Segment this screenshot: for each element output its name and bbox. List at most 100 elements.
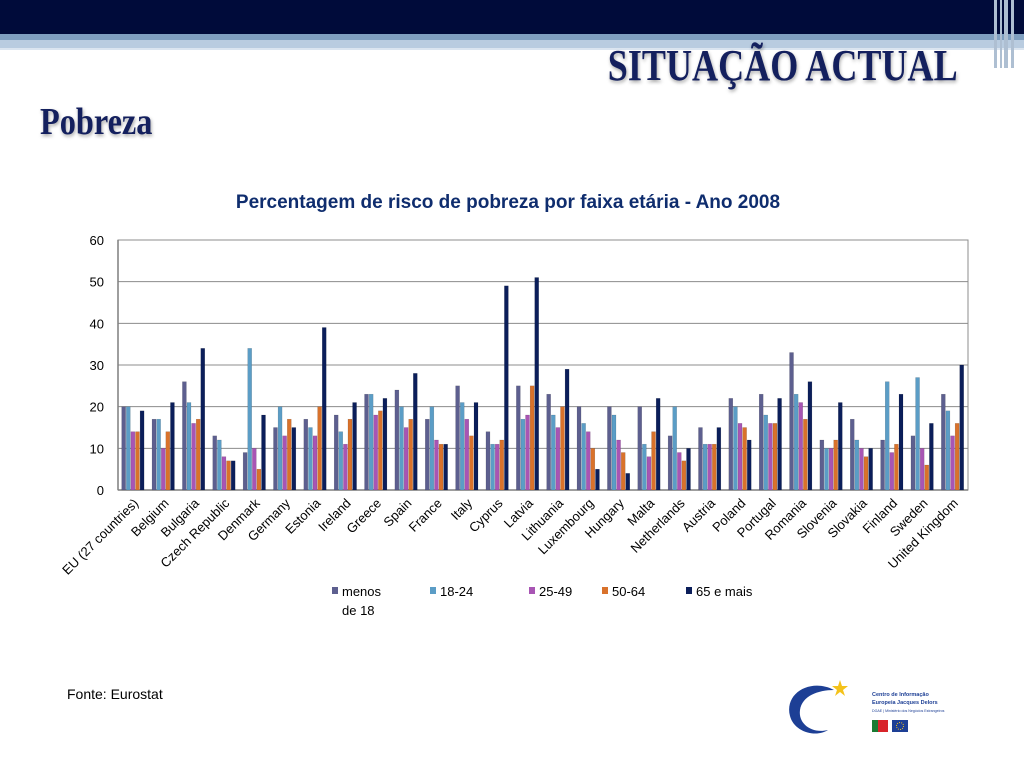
legend-swatch (430, 587, 436, 594)
bar-menos-de-18 (455, 385, 460, 491)
bar-65-e-mais (898, 393, 904, 491)
bar-65-e-mais (230, 460, 236, 491)
bar-50-64 (226, 460, 231, 491)
bar-18-24 (702, 443, 708, 491)
bar-65-e-mais (655, 398, 661, 491)
bar-menos-de-18 (607, 406, 612, 491)
bar-menos-de-18 (333, 414, 339, 491)
bar-18-24 (126, 406, 131, 491)
bar-18-24 (824, 448, 829, 491)
legend-swatch (332, 587, 338, 594)
bar-25-49 (191, 423, 196, 491)
bar-65-e-mais (807, 381, 813, 491)
bar-65-e-mais (261, 414, 266, 491)
bar-menos-de-18 (941, 393, 946, 491)
bar-65-e-mais (747, 439, 752, 491)
bar-65-e-mais (686, 448, 691, 491)
bar-25-49 (161, 448, 166, 491)
bar-25-49 (950, 435, 955, 491)
bar-menos-de-18 (516, 385, 521, 491)
x-tick-label: Cyprus (466, 495, 506, 535)
bar-18-24 (672, 406, 677, 491)
legend-label: de 18 (342, 603, 375, 618)
bar-18-24 (217, 439, 222, 491)
y-tick-label: 0 (97, 483, 104, 498)
bar-18-24 (915, 377, 920, 491)
bar-menos-de-18 (151, 418, 157, 491)
bar-25-49 (646, 456, 652, 491)
bar-50-64 (469, 435, 474, 491)
bar-25-49 (889, 452, 895, 491)
bar-25-49 (282, 435, 287, 491)
bar-menos-de-18 (819, 439, 825, 491)
y-tick-label: 60 (90, 233, 104, 248)
bar-50-64 (651, 431, 656, 491)
bar-50-64 (590, 448, 596, 491)
y-tick-label: 50 (90, 275, 104, 290)
bar-65-e-mais (504, 285, 509, 491)
bar-menos-de-18 (212, 435, 217, 491)
chart-title: Percentagem de risco de pobreza por faix… (236, 192, 780, 213)
bar-25-49 (343, 443, 348, 491)
bar-menos-de-18 (546, 393, 551, 491)
bar-18-24 (885, 381, 890, 491)
bar-menos-de-18 (637, 406, 642, 491)
slide-subheading: Pobreza (40, 101, 153, 143)
bar-18-24 (308, 427, 313, 491)
y-tick-label: 30 (90, 358, 104, 373)
bar-65-e-mais (291, 427, 297, 491)
logo-line-3: DGAE | Ministério dos Negócios Estrangei… (872, 709, 945, 713)
bar-menos-de-18 (698, 427, 703, 491)
bar-50-64 (620, 452, 626, 491)
bar-menos-de-18 (576, 406, 582, 491)
bar-50-64 (378, 410, 383, 491)
legend-swatch (686, 587, 692, 594)
bar-50-64 (529, 385, 535, 491)
bar-50-64 (256, 468, 262, 491)
slide-heading: SITUAÇÃO ACTUAL (608, 41, 958, 90)
x-tick-label: EU (27 countries) (59, 496, 141, 578)
bar-50-64 (863, 456, 869, 491)
bar-18-24 (611, 414, 617, 491)
logo-line-1: Centro de Informação (872, 692, 929, 698)
bar-65-e-mais (777, 398, 782, 491)
bar-18-24 (642, 443, 647, 491)
bar-50-64 (772, 423, 778, 491)
top-banner (0, 0, 1024, 34)
bar-18-24 (733, 406, 738, 491)
bar-25-49 (464, 418, 470, 491)
legend-label: 18-24 (440, 584, 473, 599)
bar-50-64 (924, 464, 929, 491)
bar-menos-de-18 (273, 427, 278, 491)
bar-18-24 (247, 348, 252, 491)
bar-50-64 (408, 418, 413, 491)
bar-65-e-mais (139, 410, 145, 491)
bar-menos-de-18 (667, 435, 673, 491)
bar-65-e-mais (382, 398, 388, 491)
bar-50-64 (833, 439, 838, 491)
bar-25-49 (859, 448, 864, 491)
bar-65-e-mais (838, 402, 843, 491)
bar-50-64 (681, 460, 687, 491)
bar-50-64 (499, 439, 504, 491)
x-tick-label: Greece (343, 496, 384, 537)
bar-18-24 (854, 439, 860, 491)
bar-50-64 (742, 427, 747, 491)
bar-18-24 (793, 393, 799, 491)
x-tick-label: France (406, 496, 445, 535)
legend-label: 50-64 (612, 584, 645, 599)
bar-menos-de-18 (242, 452, 248, 491)
bar-65-e-mais (595, 468, 600, 491)
legend-label: 25-49 (539, 584, 572, 599)
bar-65-e-mais (959, 364, 964, 491)
bar-menos-de-18 (121, 406, 126, 491)
eu-flag (892, 720, 908, 732)
bar-menos-de-18 (880, 439, 885, 491)
bar-65-e-mais (473, 402, 479, 491)
y-tick-label: 40 (90, 316, 104, 331)
bar-25-49 (677, 452, 682, 491)
bar-18-24 (156, 418, 161, 491)
bar-25-49 (403, 427, 409, 491)
bar-50-64 (135, 431, 140, 491)
